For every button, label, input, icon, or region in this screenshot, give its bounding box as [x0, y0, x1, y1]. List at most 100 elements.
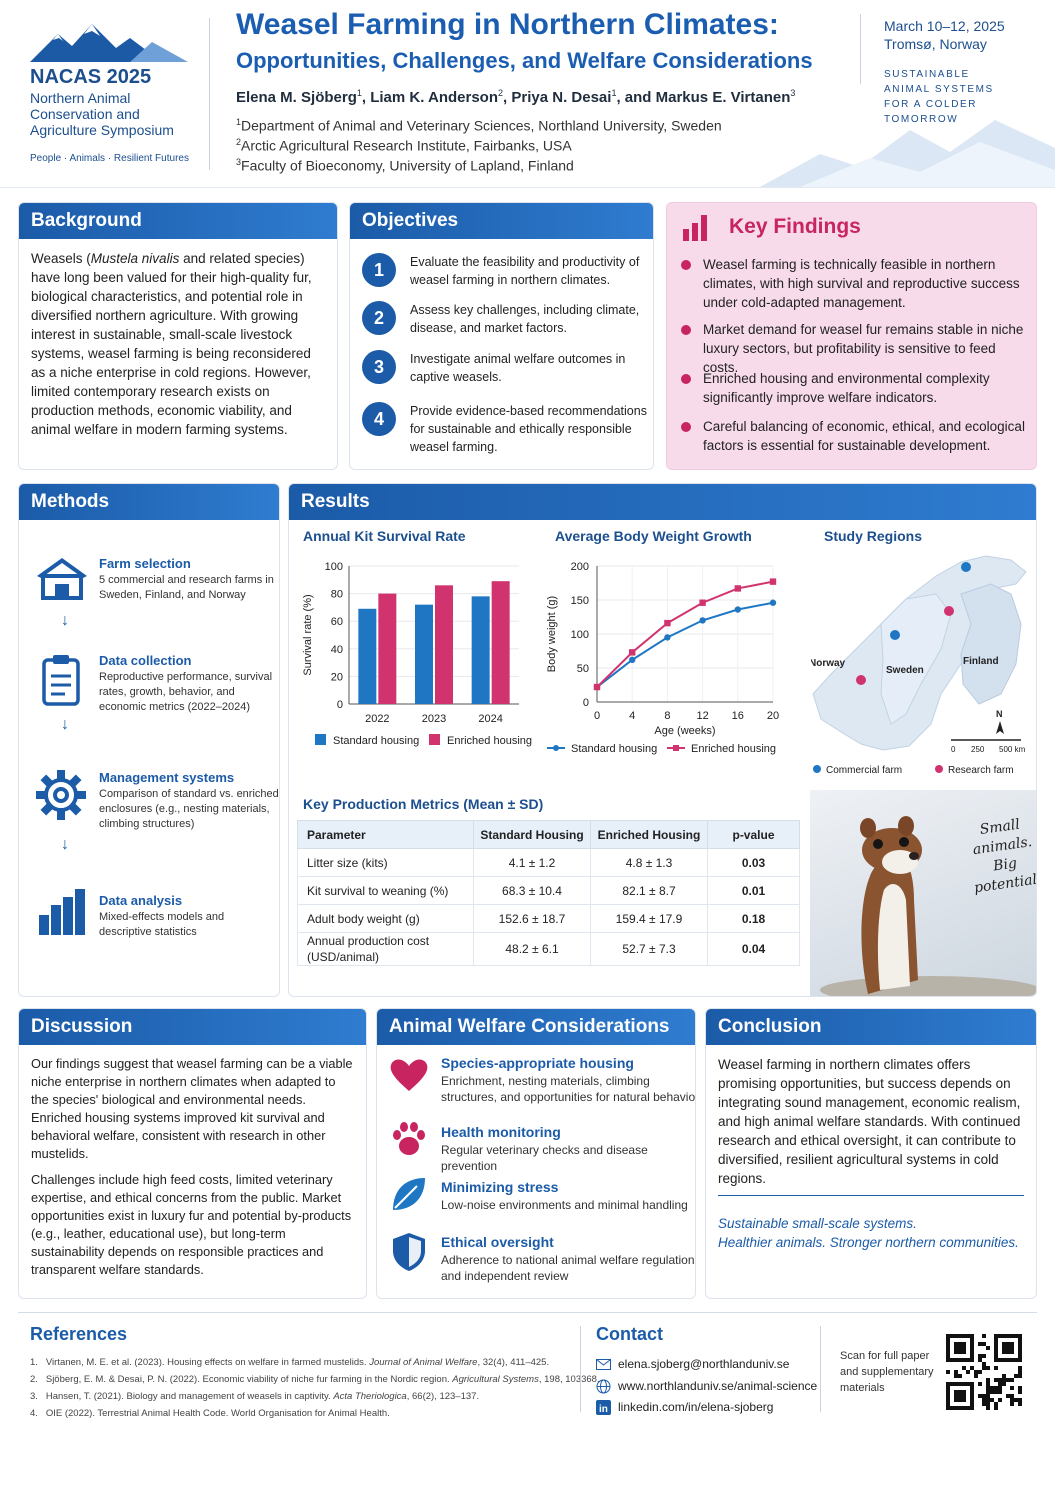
- conclusion-tagline: Sustainable small-scale systems. Healthi…: [718, 1216, 1019, 1250]
- qr-finder: [954, 1342, 966, 1354]
- qr-module: [1010, 1378, 1014, 1382]
- commercial-farm-marker: [961, 562, 971, 572]
- x-tick-label: 4: [629, 710, 635, 722]
- conclusion-panel: Conclusion Weasel farming in northern cl…: [705, 1008, 1037, 1299]
- qr-module: [978, 1358, 982, 1362]
- x-tick-label: 20: [767, 710, 779, 722]
- legend-marker: [813, 765, 821, 773]
- paragraph: Our findings suggest that weasel farming…: [31, 1056, 353, 1161]
- weasel-illustration: [820, 816, 1036, 996]
- qr-module: [982, 1402, 986, 1406]
- reference-item: 3. Hansen, T. (2021). Biology and manage…: [30, 1391, 480, 1402]
- objective-text: Evaluate the feasibility and productivit…: [410, 255, 640, 287]
- qr-module: [1018, 1390, 1022, 1394]
- table-title: Key Production Metrics (Mean ± SD): [303, 796, 544, 812]
- method-item: Farm selection 5 commercial and research…: [99, 556, 274, 601]
- conference-subtitle: Northern Animal Conservation and Agricul…: [30, 90, 174, 138]
- qr-module: [962, 1366, 966, 1370]
- contact-website[interactable]: www.northlanduniv.se/animal-science: [596, 1379, 817, 1394]
- qr-module: [954, 1374, 958, 1378]
- objective-number: 4: [362, 402, 396, 436]
- qr-module: [986, 1366, 990, 1370]
- conclusion-text: Weasel farming in northern climates offe…: [718, 1057, 1021, 1186]
- growth-line-chart: 0 50 100 150 200 0 4 8 12 16 20 Age (weeks) Body wei…: [546, 561, 779, 755]
- legend-swatch: [315, 734, 326, 745]
- qr-module: [986, 1386, 990, 1390]
- author-affiliation-mark: 1: [356, 88, 362, 98]
- section-title: Contact: [596, 1324, 663, 1344]
- qr-module: [1002, 1378, 1006, 1382]
- divider: [718, 1195, 1024, 1196]
- qr-module: [994, 1406, 998, 1410]
- qr-module: [998, 1382, 1002, 1386]
- background-panel: Background Weasels (Mustela nivalis and …: [18, 202, 338, 470]
- x-tick-label: 2024: [478, 713, 502, 725]
- welfare-item: Health monitoring Regular veterinary che…: [441, 1124, 648, 1173]
- objective-number: 3: [362, 350, 396, 384]
- finding-item: Enriched housing and environmental compl…: [681, 369, 1033, 407]
- mail-icon: [596, 1359, 611, 1371]
- qr-module: [986, 1346, 990, 1350]
- x-tick-label: 8: [664, 710, 670, 722]
- data-point: [629, 649, 636, 656]
- north-arrow-label: N: [996, 709, 1003, 719]
- map-label-norway: Norway: [811, 658, 846, 669]
- chart-title: Annual Kit Survival Rate: [303, 528, 466, 544]
- data-point: [734, 585, 741, 592]
- qr-module: [966, 1370, 970, 1374]
- author-list: Elena M. Sjöberg1, Liam K. Anderson2, Pr…: [236, 88, 796, 106]
- objective-number: 1: [362, 253, 396, 287]
- qr-module: [1014, 1398, 1018, 1402]
- y-tick-label: 80: [331, 589, 343, 601]
- scale-label: 0: [951, 745, 956, 754]
- qr-code-icon[interactable]: [946, 1334, 1022, 1410]
- section-title: Background: [19, 203, 337, 239]
- qr-module: [994, 1390, 998, 1394]
- qr-module: [982, 1394, 986, 1398]
- divider: [209, 18, 210, 170]
- x-axis-label: Age (weeks): [654, 725, 715, 737]
- legend-label: Enriched housing: [447, 735, 532, 747]
- qr-module: [958, 1374, 962, 1378]
- qr-module: [1010, 1402, 1014, 1406]
- table-cell: Kit survival to weaning (%): [297, 876, 474, 905]
- qr-module: [1010, 1394, 1014, 1398]
- y-tick-label: 50: [577, 663, 589, 675]
- event-tagline: SUSTAINABLE ANIMAL SYSTEMS FOR A COLDER …: [884, 69, 994, 125]
- welfare-item: Species-appropriate housing Enrichment, …: [441, 1055, 696, 1104]
- contact-linkedin[interactable]: in linkedin.com/in/elena-sjoberg: [596, 1400, 773, 1416]
- contact-email[interactable]: elena.sjoberg@northlanduniv.se: [596, 1357, 789, 1371]
- bar: [358, 608, 377, 704]
- author-affiliation-mark: 2: [498, 88, 504, 98]
- conference-name: NACAS 2025: [30, 66, 152, 88]
- y-tick-label: 200: [571, 561, 589, 573]
- objectives-panel: Objectives 1 Evaluate the feasibility an…: [349, 202, 654, 470]
- qr-module: [1018, 1386, 1022, 1390]
- welfare-item: Minimizing stress Low-noise environments…: [441, 1179, 688, 1212]
- qr-module: [978, 1370, 982, 1374]
- data-point: [664, 634, 671, 641]
- weasel-photo: Small animals. Big potential.: [810, 790, 1036, 996]
- table-row: Adult body weight (g) 152.6 ± 18.7 159.4 ±…: [297, 904, 800, 933]
- poster-subtitle: Opportunities, Challenges, and Welfare C…: [236, 48, 813, 73]
- arrow-down-icon: ↓: [61, 836, 69, 853]
- objective-text: Investigate animal welfare outcomes in c…: [410, 352, 626, 384]
- qr-module: [998, 1390, 1002, 1394]
- table-cell: 68.3 ± 10.4: [473, 876, 591, 905]
- finding-item: Market demand for weasel fur remains sta…: [681, 320, 1033, 377]
- data-point: [629, 656, 636, 664]
- paw-icon: [393, 1122, 425, 1155]
- background-text: Weasels (Mustela nivalis and related spe…: [31, 251, 312, 437]
- qr-module: [982, 1342, 986, 1346]
- conference-tagline: People · Animals · Resilient Futures: [30, 153, 189, 164]
- event-location: Tromsø, Norway: [884, 36, 987, 52]
- bar: [415, 604, 433, 704]
- data-point: [699, 617, 706, 624]
- qr-module: [978, 1342, 982, 1346]
- qr-module: [1002, 1374, 1006, 1378]
- table-cell: 82.1 ± 8.7: [590, 876, 708, 905]
- qr-module: [998, 1398, 1002, 1402]
- arrow-down-icon: ↓: [61, 716, 69, 733]
- x-tick-label: 0: [594, 710, 600, 722]
- qr-module: [974, 1370, 978, 1374]
